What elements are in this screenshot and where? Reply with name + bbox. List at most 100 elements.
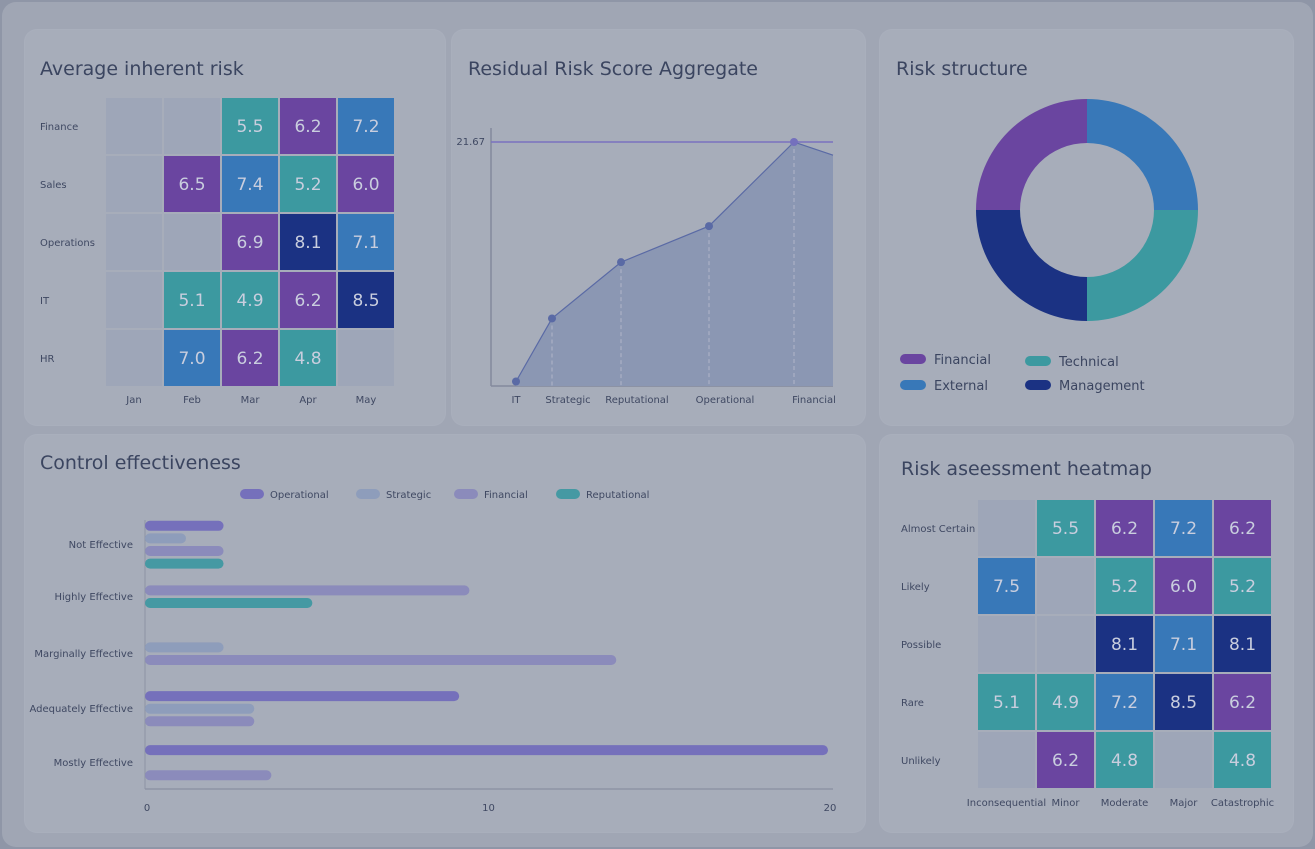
legend-label: Management bbox=[1059, 379, 1145, 394]
risk-heatmap-cell bbox=[1037, 674, 1094, 730]
risk-heatmap-cell bbox=[1155, 616, 1212, 672]
legend-swatch bbox=[240, 489, 264, 499]
legend-swatch bbox=[1025, 380, 1051, 390]
bar-operational bbox=[145, 745, 828, 756]
risk-heatmap-cell-value: 7.1 bbox=[1170, 635, 1197, 655]
risk-heatmap-row-label: Likely bbox=[901, 582, 930, 593]
risk-heatmap-cell bbox=[1214, 558, 1271, 614]
avg-risk-col-label: Jan bbox=[125, 395, 141, 406]
risk-heatmap-cell bbox=[1037, 500, 1094, 556]
bar-strategic bbox=[145, 533, 186, 544]
avg-risk-cell-value: 5.5 bbox=[236, 117, 263, 137]
risk-heatmap-cell bbox=[1037, 732, 1094, 788]
control-effectiveness-card bbox=[25, 435, 865, 832]
risk-heatmap-cell bbox=[1096, 500, 1153, 556]
risk-heatmap-cell bbox=[1037, 558, 1094, 614]
donut-slice-management bbox=[976, 210, 1087, 321]
risk-heatmap-cell bbox=[1155, 558, 1212, 614]
risk-heatmap-cell bbox=[1214, 616, 1271, 672]
bar-financial bbox=[145, 716, 255, 727]
x-tick-label: Financial bbox=[792, 395, 836, 406]
risk-heatmap-cell bbox=[978, 732, 1035, 788]
risk-heatmap-cell-value: 8.5 bbox=[1170, 693, 1197, 713]
avg-risk-cell-value: 6.9 bbox=[236, 233, 263, 253]
risk-heatmap-col-label: Moderate bbox=[1101, 798, 1149, 809]
avg-risk-title: Average inherent risk bbox=[40, 58, 244, 80]
reference-line-label: 21.67 bbox=[456, 137, 485, 148]
avg-risk-col-label: Apr bbox=[299, 395, 317, 406]
avg-risk-row-label: HR bbox=[40, 354, 55, 365]
risk-heatmap-cell-value: 4.9 bbox=[1052, 693, 1079, 713]
risk-heatmap-cell-value: 6.2 bbox=[1229, 519, 1256, 539]
risk-heatmap-cell-value: 6.0 bbox=[1170, 577, 1197, 597]
risk-heatmap-cell bbox=[1214, 732, 1271, 788]
y-tick-label: Marginally Effective bbox=[34, 649, 133, 660]
legend-label: Strategic bbox=[386, 490, 431, 501]
y-tick-label: Mostly Effective bbox=[54, 758, 133, 769]
avg-risk-cell bbox=[280, 98, 336, 154]
y-tick-label: Not Effective bbox=[69, 540, 133, 551]
risk-heatmap-row-label: Unlikely bbox=[901, 756, 941, 767]
avg-risk-cell bbox=[338, 330, 394, 386]
y-tick-label: Highly Effective bbox=[55, 592, 134, 603]
risk-heatmap-cell bbox=[978, 500, 1035, 556]
avg-risk-cell bbox=[280, 330, 336, 386]
avg-risk-row-label: Operations bbox=[40, 238, 95, 249]
avg-risk-cell-value: 5.1 bbox=[178, 291, 205, 311]
x-tick-label: Reputational bbox=[605, 395, 668, 406]
risk-structure-card bbox=[880, 30, 1293, 425]
avg-risk-cell bbox=[164, 156, 220, 212]
bar-financial bbox=[145, 585, 470, 596]
avg-risk-cell-value: 6.0 bbox=[352, 175, 379, 195]
risk-heatmap-cell bbox=[1096, 732, 1153, 788]
risk-structure-title: Risk structure bbox=[896, 58, 1028, 80]
risk-heatmap-col-label: Minor bbox=[1052, 798, 1081, 809]
donut-slice-financial bbox=[976, 99, 1087, 210]
legend-label: Financial bbox=[484, 490, 528, 501]
risk-heatmap-cell-value: 6.2 bbox=[1052, 751, 1079, 771]
risk-heatmap-cell bbox=[1155, 674, 1212, 730]
legend-swatch bbox=[1025, 356, 1051, 366]
bar-operational bbox=[145, 520, 224, 531]
data-point bbox=[512, 377, 520, 386]
risk-heatmap-cell-value: 5.2 bbox=[1229, 577, 1256, 597]
risk-heatmap-cell bbox=[1155, 500, 1212, 556]
legend-swatch bbox=[356, 489, 380, 499]
risk-heatmap-cell bbox=[1155, 732, 1212, 788]
risk-heatmap-cell-value: 8.1 bbox=[1229, 635, 1256, 655]
risk-heatmap-cell-value: 8.1 bbox=[1111, 635, 1138, 655]
legend-swatch bbox=[556, 489, 580, 499]
avg-risk-cell bbox=[222, 330, 278, 386]
avg-risk-cell bbox=[106, 272, 162, 328]
risk-heatmap-row-label: Rare bbox=[901, 698, 924, 709]
area-fill bbox=[516, 142, 833, 386]
bar-financial bbox=[145, 546, 224, 556]
legend-swatch bbox=[900, 380, 926, 390]
avg-risk-cell-value: 5.2 bbox=[294, 175, 321, 195]
risk-heatmap-row-label: Almost Certain bbox=[901, 524, 975, 535]
bar-financial bbox=[145, 770, 272, 781]
x-tick-label: 20 bbox=[824, 803, 837, 814]
avg-risk-cell bbox=[280, 214, 336, 270]
legend-label: Technical bbox=[1058, 355, 1119, 370]
bar-strategic bbox=[145, 642, 224, 653]
avg-risk-cell bbox=[106, 156, 162, 212]
legend-label: Reputational bbox=[586, 490, 649, 501]
avg-risk-cell-value: 6.5 bbox=[178, 175, 205, 195]
avg-risk-cell-value: 8.1 bbox=[294, 233, 321, 253]
risk-heatmap-cell-value: 4.8 bbox=[1229, 751, 1256, 771]
avg-risk-cell bbox=[338, 156, 394, 212]
legend-swatch bbox=[900, 354, 926, 364]
legend-swatch bbox=[454, 489, 478, 499]
risk-heatmap-cell-value: 7.2 bbox=[1170, 519, 1197, 539]
risk-heatmap-cell bbox=[1096, 558, 1153, 614]
avg-risk-cell bbox=[164, 214, 220, 270]
avg-risk-cell bbox=[222, 156, 278, 212]
x-tick-label: 10 bbox=[482, 803, 495, 814]
avg-risk-cell bbox=[106, 214, 162, 270]
avg-risk-cell-value: 7.0 bbox=[178, 349, 205, 369]
bar-reputational bbox=[145, 558, 224, 569]
risk-heatmap-cell-value: 5.1 bbox=[993, 693, 1020, 713]
area-line bbox=[515, 141, 834, 382]
avg-risk-cell-value: 6.2 bbox=[294, 117, 321, 137]
